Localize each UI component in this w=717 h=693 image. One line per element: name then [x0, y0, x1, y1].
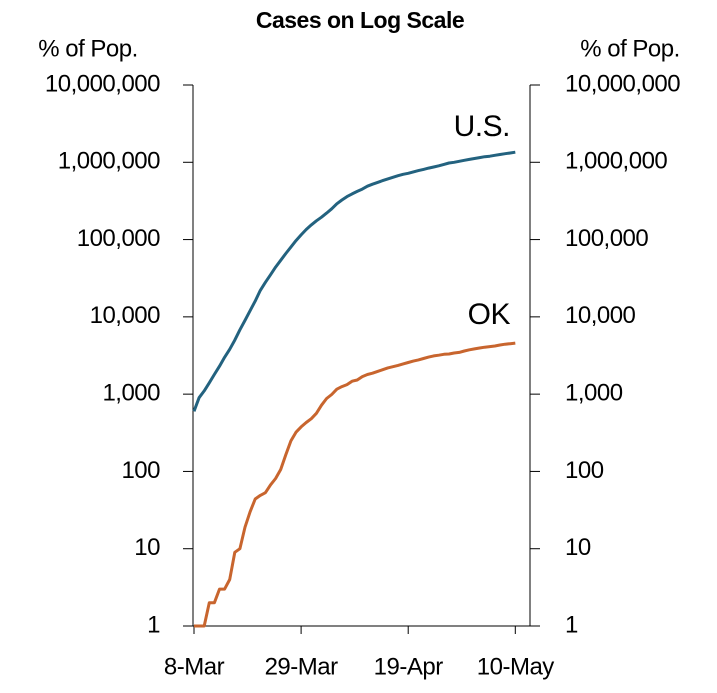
x-tick-label: 19-Apr: [374, 653, 444, 680]
y-tick-label: 10: [134, 534, 160, 561]
y2-tick-label: 10: [565, 534, 591, 561]
x-tick-label: 10-May: [477, 653, 555, 680]
series-line: [194, 341, 516, 628]
x-tick-label: 29-Mar: [265, 653, 339, 680]
chart-title: Cases on Log Scale: [256, 7, 464, 33]
y-tick-label: 100,000: [77, 225, 160, 252]
y2-tick-label: 1,000,000: [565, 148, 667, 175]
series-annotation: U.S.: [454, 110, 510, 143]
y2-tick-label: 10,000,000: [565, 70, 680, 97]
y-tick-label: 1,000: [102, 379, 160, 406]
y2-tick-label: 100,000: [565, 225, 648, 252]
y2-tick-label: 100: [565, 457, 604, 484]
y2-axis-title: % of Pop.: [580, 35, 680, 62]
y-tick-label: 10,000,000: [45, 70, 160, 97]
x-tick-label: 8-Mar: [164, 653, 225, 680]
y-tick-label: 1,000,000: [58, 148, 160, 175]
y2-tick-label: 10,000: [565, 302, 636, 329]
y-axis-title: % of Pop.: [38, 35, 138, 62]
y2-tick-label: 1: [565, 611, 578, 638]
series-annotation: OK: [468, 298, 511, 331]
y-tick-label: 1: [147, 611, 160, 638]
y2-tick-label: 1,000: [565, 379, 623, 406]
series-line: [192, 150, 516, 412]
y-tick-label: 10,000: [90, 302, 161, 329]
y-tick-label: 100: [121, 457, 160, 484]
